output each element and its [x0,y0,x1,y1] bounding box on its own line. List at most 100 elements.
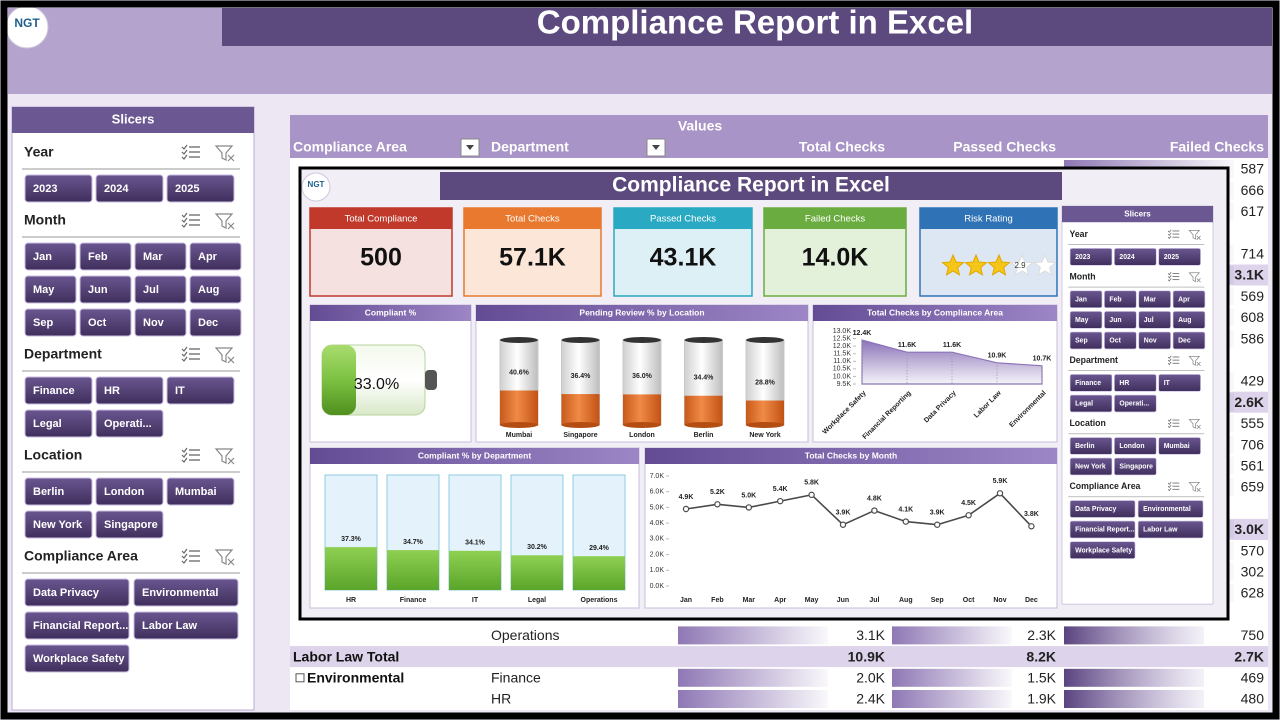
slicer-button[interactable] [166,376,235,405]
failed-checks-cell: 659 [1241,479,1265,495]
y-tick-label: 5.0K [650,504,665,511]
slicer-button[interactable] [1069,457,1113,476]
slicer-button[interactable] [24,308,77,337]
slicer-button[interactable] [1137,520,1204,539]
pivot-column-header: Compliance Area [293,139,407,155]
data-label: 30.2% [527,544,548,551]
pivot-cell: 3.1K [856,627,885,643]
multiselect-icon [1167,355,1172,366]
slicer-button[interactable] [95,477,164,506]
cylinder-top [561,337,600,343]
slicer-button[interactable] [1114,394,1157,413]
slicer-button[interactable] [1137,500,1204,518]
slicer-button[interactable] [1069,520,1136,539]
slicer-button[interactable] [134,275,187,304]
slicer-button[interactable] [1069,290,1103,309]
slicer-button[interactable] [1069,394,1113,413]
failed-checks-cell: 714 [1241,246,1265,262]
slicer-button[interactable] [1104,331,1137,350]
slicer-button[interactable] [133,611,239,640]
kpi-label: Total Compliance [345,214,418,225]
slicer-item: Aug [1178,317,1191,324]
slicer-button[interactable] [1069,500,1136,518]
data-label: 11.6K [898,342,916,349]
line-marker [902,518,910,525]
slicer-button[interactable] [1114,374,1157,392]
slicer-button[interactable] [24,275,77,304]
bar [573,556,625,590]
data-label: 3.9K [930,510,945,517]
slicer-button[interactable] [24,510,93,539]
chart-title: Pending Review % by Location [579,307,704,317]
slicer-button[interactable] [1138,331,1171,350]
slicer-item: HR [1119,380,1129,387]
slicer-button[interactable] [1069,248,1113,266]
cylinder-top [500,337,538,343]
slicer-button[interactable] [79,308,132,337]
slicer-button[interactable] [166,174,235,203]
pivot-area: Labor Law Total [293,648,399,664]
slicer-button[interactable] [1069,437,1113,455]
slicer-button[interactable] [95,174,164,203]
slicer-button[interactable] [1158,248,1201,266]
slicer-button[interactable] [1172,331,1206,350]
slicer-button[interactable] [1138,311,1171,329]
slicer-button[interactable] [24,174,93,203]
slicer-button[interactable] [79,275,132,304]
slicer-button[interactable] [134,308,187,337]
line-marker [777,497,784,505]
slicer-button[interactable] [1069,374,1113,392]
chart-panel [644,447,1058,609]
slicer-group-title: Department [24,346,102,362]
slicer-button[interactable] [1172,290,1206,309]
x-tick-label: Berlin [694,432,714,439]
slicer-button[interactable] [95,409,164,438]
multiselect-icon [181,212,188,228]
slicer-button[interactable] [189,308,242,337]
x-tick-label: Aug [899,597,913,604]
slicer-button[interactable] [134,242,187,271]
slicer-button[interactable] [95,510,164,539]
slicer-button[interactable] [1104,311,1137,329]
failed-checks-cell: 586 [1241,330,1265,346]
slicer-button[interactable] [1114,437,1157,455]
slicer-button[interactable] [24,611,130,640]
slicer-button[interactable] [95,376,164,405]
slicer-button[interactable] [24,644,130,673]
slicer-button[interactable] [24,578,130,607]
slicer-item: New York [1075,464,1106,471]
slicer-button[interactable] [133,578,239,607]
slicer-button[interactable] [166,477,235,506]
slicer-item: Oct [1109,338,1121,345]
slicer-button[interactable] [189,242,242,271]
slicer-button[interactable] [79,242,132,271]
slicer-button[interactable] [1069,541,1136,559]
multiselect-icon [1167,418,1172,429]
slicer-header [12,107,254,133]
line [685,492,1032,527]
slicer-button[interactable] [1172,311,1206,329]
slicer-button[interactable] [24,409,93,438]
slicer-item: 2023 [1075,254,1090,261]
slicer-button[interactable] [1104,290,1137,309]
data-label: 4.1K [898,506,913,513]
slicer-button[interactable] [1114,248,1157,266]
data-label: 4.8K [867,495,882,502]
slicer-button[interactable] [1069,311,1103,329]
inset-logo [301,172,331,202]
slicer-button[interactable] [24,477,93,506]
slicer-item: New York [33,519,83,531]
slicer-button[interactable] [189,275,242,304]
slicer-header [1062,206,1214,223]
slicer-button[interactable] [1138,290,1171,309]
data-label: 11.6K [943,342,961,349]
slicer-item: Operati... [1119,401,1149,408]
slicer-button[interactable] [1114,457,1157,476]
data-label: 28.8% [755,379,776,386]
slicer-button[interactable] [1158,437,1201,455]
pivot-cell: 750 [1241,627,1265,643]
slicer-button[interactable] [24,376,93,405]
slicer-button[interactable] [1069,331,1103,350]
slicer-button[interactable] [24,242,77,271]
slicer-button[interactable] [1158,374,1201,392]
